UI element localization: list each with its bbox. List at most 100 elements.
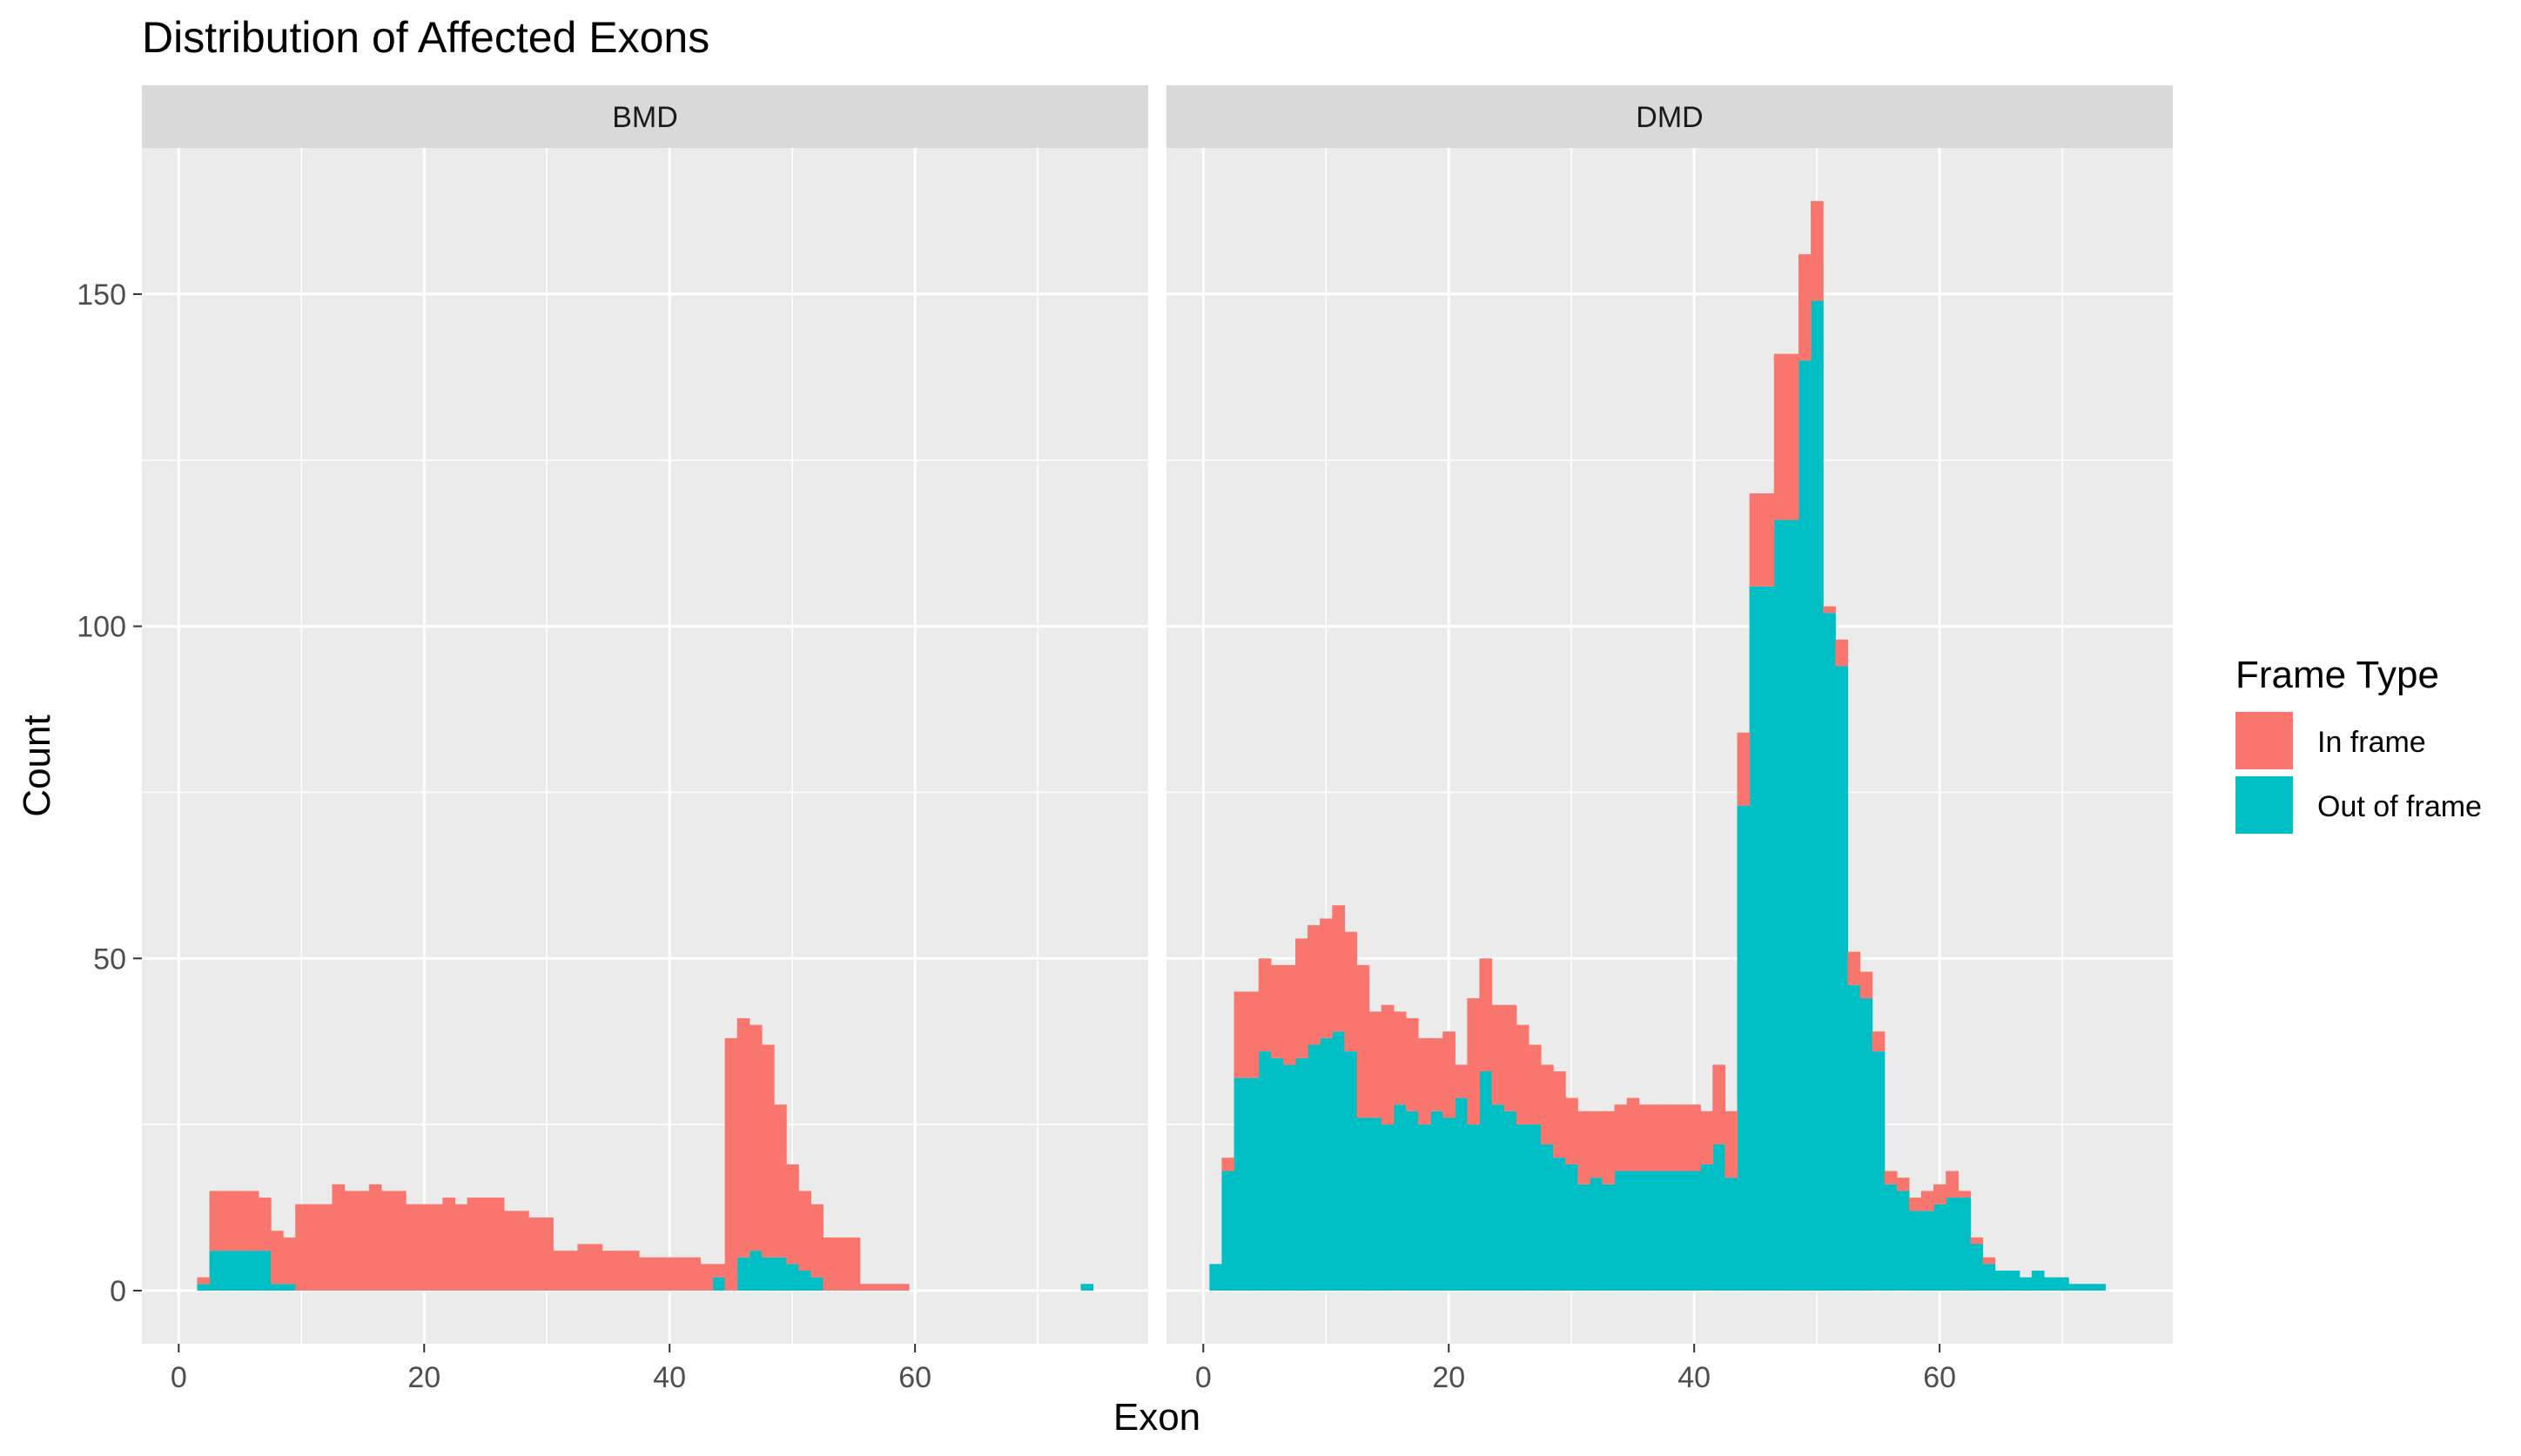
- bar-dmd-in-frame-exon-4: [1246, 991, 1260, 1078]
- facet-strip-label-bmd: BMD: [612, 101, 678, 134]
- bar-dmd-in-frame-exon-18: [1418, 1037, 1431, 1125]
- bar-dmd-in-frame-exon-59: [1921, 1191, 1934, 1211]
- bar-bmd-in-frame-exon-7: [258, 1198, 272, 1251]
- bar-dmd-out-of-frame-exon-64: [1982, 1264, 1996, 1291]
- bar-dmd-in-frame-exon-9: [1308, 925, 1321, 1045]
- bar-bmd-in-frame-exon-41: [676, 1257, 689, 1291]
- bar-dmd-out-of-frame-exon-14: [1368, 1117, 1382, 1291]
- bar-bmd-out-of-frame-exon-3: [209, 1251, 223, 1291]
- bar-bmd-in-frame-exon-4: [221, 1191, 235, 1251]
- bar-bmd-in-frame-exon-27: [503, 1211, 517, 1291]
- y-tick-label: 50: [93, 943, 126, 976]
- bar-dmd-out-of-frame-exon-18: [1418, 1124, 1431, 1291]
- bar-dmd-in-frame-exon-48: [1785, 353, 1799, 520]
- bar-bmd-in-frame-exon-26: [491, 1198, 505, 1291]
- bar-dmd-in-frame-exon-39: [1676, 1104, 1689, 1171]
- bar-dmd-out-of-frame-exon-56: [1884, 1184, 1898, 1291]
- x-tick-label: 40: [653, 1361, 686, 1394]
- bar-bmd-in-frame-exon-24: [467, 1198, 481, 1291]
- facet-panel-dmd: DMD 0 20 40 60: [1166, 85, 2173, 1394]
- bar-dmd-in-frame-exon-44: [1737, 732, 1751, 806]
- bar-dmd-out-of-frame-exon-59: [1921, 1211, 1934, 1291]
- bar-dmd-out-of-frame-exon-33: [1602, 1184, 1616, 1291]
- bar-bmd-in-frame-exon-9: [283, 1237, 296, 1285]
- bar-bmd-in-frame-exon-2: [197, 1277, 211, 1285]
- bar-bmd-out-of-frame-exon-6: [245, 1251, 259, 1291]
- bar-dmd-out-of-frame-exon-57: [1896, 1191, 1910, 1291]
- bar-dmd-in-frame-exon-61: [1946, 1171, 1959, 1198]
- bar-dmd-in-frame-exon-29: [1553, 1071, 1566, 1158]
- bar-dmd-in-frame-exon-60: [1933, 1184, 1946, 1204]
- bar-bmd-in-frame-exon-47: [749, 1024, 763, 1251]
- bar-dmd-in-frame-exon-56: [1884, 1171, 1898, 1184]
- bar-dmd-in-frame-exon-34: [1614, 1104, 1628, 1171]
- legend-label-out-of-frame: Out of frame: [2317, 790, 2482, 823]
- bar-bmd-in-frame-exon-3: [209, 1191, 223, 1251]
- bar-dmd-out-of-frame-exon-71: [2068, 1284, 2081, 1291]
- x-axis-label: Exon: [1113, 1396, 1200, 1439]
- bar-dmd-out-of-frame-exon-66: [2007, 1271, 2020, 1291]
- bar-dmd-in-frame-exon-32: [1590, 1110, 1603, 1178]
- bar-dmd-out-of-frame-exon-34: [1614, 1171, 1628, 1291]
- bar-dmd-out-of-frame-exon-37: [1650, 1171, 1664, 1291]
- bar-bmd-in-frame-exon-13: [332, 1184, 346, 1291]
- bar-bmd-out-of-frame-exon-4: [221, 1251, 235, 1291]
- bar-bmd-out-of-frame-exon-52: [810, 1277, 824, 1291]
- bar-dmd-in-frame-exon-35: [1626, 1097, 1640, 1171]
- bar-dmd-out-of-frame-exon-8: [1295, 1057, 1308, 1291]
- bar-dmd-out-of-frame-exon-10: [1320, 1037, 1333, 1291]
- bar-bmd-in-frame-exon-6: [245, 1191, 259, 1251]
- bar-dmd-in-frame-exon-22: [1467, 998, 1481, 1125]
- bar-bmd-out-of-frame-exon-9: [283, 1284, 296, 1291]
- bar-dmd-out-of-frame-exon-50: [1811, 300, 1824, 1291]
- bar-dmd-out-of-frame-exon-55: [1872, 1051, 1886, 1291]
- bar-dmd-out-of-frame-exon-3: [1234, 1077, 1247, 1291]
- bar-bmd-out-of-frame-exon-46: [736, 1257, 750, 1291]
- x-tick-label: 20: [407, 1361, 440, 1394]
- facet-panel-bmd: BMD 0 20 40 60 0 50 100 150: [77, 85, 1148, 1394]
- bar-dmd-out-of-frame-exon-39: [1676, 1171, 1689, 1291]
- facets-layer: BMD 0 20 40 60 0 50 100 150 DMD 0 20 40 60: [77, 85, 2173, 1394]
- x-tick-label: 40: [1677, 1361, 1711, 1394]
- bar-dmd-out-of-frame-exon-24: [1491, 1104, 1505, 1291]
- bar-bmd-in-frame-exon-32: [565, 1251, 579, 1291]
- bar-dmd-in-frame-exon-10: [1320, 918, 1333, 1038]
- bar-dmd-out-of-frame-exon-51: [1823, 613, 1836, 1291]
- bar-dmd-out-of-frame-exon-1: [1209, 1264, 1223, 1291]
- bar-dmd-in-frame-exon-7: [1282, 964, 1296, 1065]
- bar-bmd-in-frame-exon-56: [859, 1284, 873, 1291]
- legend-label-in-frame: In frame: [2317, 726, 2426, 759]
- bar-bmd-in-frame-exon-23: [454, 1204, 468, 1291]
- bar-dmd-out-of-frame-exon-42: [1712, 1144, 1726, 1291]
- bar-dmd-in-frame-exon-58: [1908, 1198, 1922, 1211]
- bar-bmd-in-frame-exon-51: [798, 1191, 811, 1271]
- facet-strip-label-dmd: DMD: [1636, 101, 1703, 134]
- bar-dmd-in-frame-exon-38: [1663, 1104, 1677, 1171]
- bar-dmd-out-of-frame-exon-29: [1553, 1157, 1566, 1291]
- bar-bmd-out-of-frame-exon-51: [798, 1271, 811, 1291]
- bar-dmd-out-of-frame-exon-48: [1785, 520, 1799, 1291]
- bar-dmd-out-of-frame-exon-26: [1516, 1124, 1529, 1291]
- bar-bmd-out-of-frame-exon-44: [712, 1277, 726, 1291]
- bar-bmd-in-frame-exon-42: [688, 1257, 702, 1291]
- bar-bmd-out-of-frame-exon-8: [271, 1284, 284, 1291]
- bar-bmd-out-of-frame-exon-7: [258, 1251, 272, 1291]
- bar-bmd-in-frame-exon-17: [380, 1191, 394, 1291]
- bar-dmd-out-of-frame-exon-49: [1798, 360, 1812, 1291]
- bar-dmd-out-of-frame-exon-63: [1970, 1244, 1984, 1291]
- bar-dmd-out-of-frame-exon-9: [1308, 1044, 1321, 1291]
- bar-dmd-out-of-frame-exon-41: [1700, 1164, 1713, 1291]
- bar-dmd-out-of-frame-exon-6: [1270, 1057, 1284, 1291]
- plot-panel-bmd: [142, 148, 1148, 1344]
- facet-strip-dmd: [1166, 85, 2173, 148]
- bar-bmd-in-frame-exon-54: [835, 1237, 849, 1291]
- bar-dmd-in-frame-exon-5: [1258, 958, 1272, 1052]
- bar-dmd-out-of-frame-exon-53: [1847, 984, 1861, 1291]
- bar-bmd-in-frame-exon-5: [233, 1191, 247, 1251]
- bar-dmd-out-of-frame-exon-67: [2019, 1277, 2033, 1291]
- bar-bmd-in-frame-exon-16: [368, 1184, 382, 1291]
- bar-bmd-in-frame-exon-57: [871, 1284, 885, 1291]
- bar-dmd-out-of-frame-exon-22: [1467, 1124, 1481, 1291]
- bar-bmd-in-frame-exon-49: [774, 1104, 787, 1258]
